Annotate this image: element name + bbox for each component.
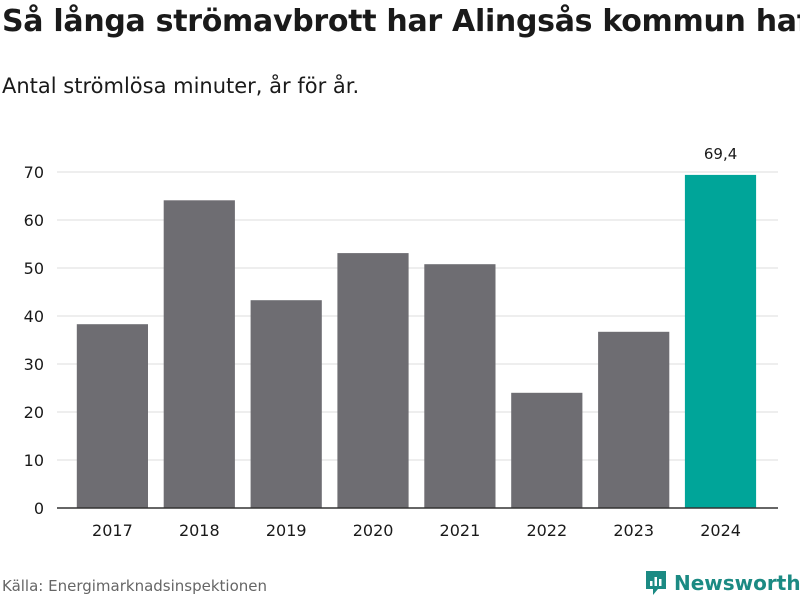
x-tick-label: 2021 xyxy=(440,521,481,540)
y-tick-label: 20 xyxy=(24,403,44,422)
chart-title: Så långa strömavbrott har Alingsås kommu… xyxy=(2,4,800,39)
bar xyxy=(250,300,322,508)
data-label: 69,4 xyxy=(704,145,737,163)
x-tick-label: 2022 xyxy=(526,521,567,540)
bar xyxy=(424,264,496,508)
x-tick-label: 2024 xyxy=(700,521,741,540)
source-note: Källa: Energimarknadsinspektionen xyxy=(2,577,268,595)
brand-logo: Newsworthy xyxy=(644,570,800,596)
bar-chart: 0 10 20 30 40 50 60 70 2017 2018 2019 2020 2021 2022 2… xyxy=(24,145,778,540)
x-tick-label: 2019 xyxy=(266,521,307,540)
brand-name: Newsworthy xyxy=(674,571,800,595)
bar xyxy=(337,253,409,508)
y-tick-label: 50 xyxy=(24,259,44,278)
y-tick-label: 70 xyxy=(24,163,44,182)
chart-subtitle: Antal strömlösa minuter, år för år. xyxy=(2,74,360,98)
x-tick-label: 2018 xyxy=(179,521,220,540)
x-tick-label: 2017 xyxy=(92,521,133,540)
y-tick-label: 0 xyxy=(34,499,44,518)
x-tick-label: 2020 xyxy=(353,521,394,540)
y-tick-label: 60 xyxy=(24,211,44,230)
bar xyxy=(163,200,235,509)
bar xyxy=(598,331,670,508)
y-tick-label: 10 xyxy=(24,451,44,470)
x-tick-label: 2023 xyxy=(613,521,654,540)
bar xyxy=(511,392,583,508)
y-tick-label: 30 xyxy=(24,355,44,374)
newsworthy-logo-icon xyxy=(646,571,666,595)
bar xyxy=(76,324,148,508)
y-tick-label: 40 xyxy=(24,307,44,326)
bar xyxy=(684,174,757,508)
